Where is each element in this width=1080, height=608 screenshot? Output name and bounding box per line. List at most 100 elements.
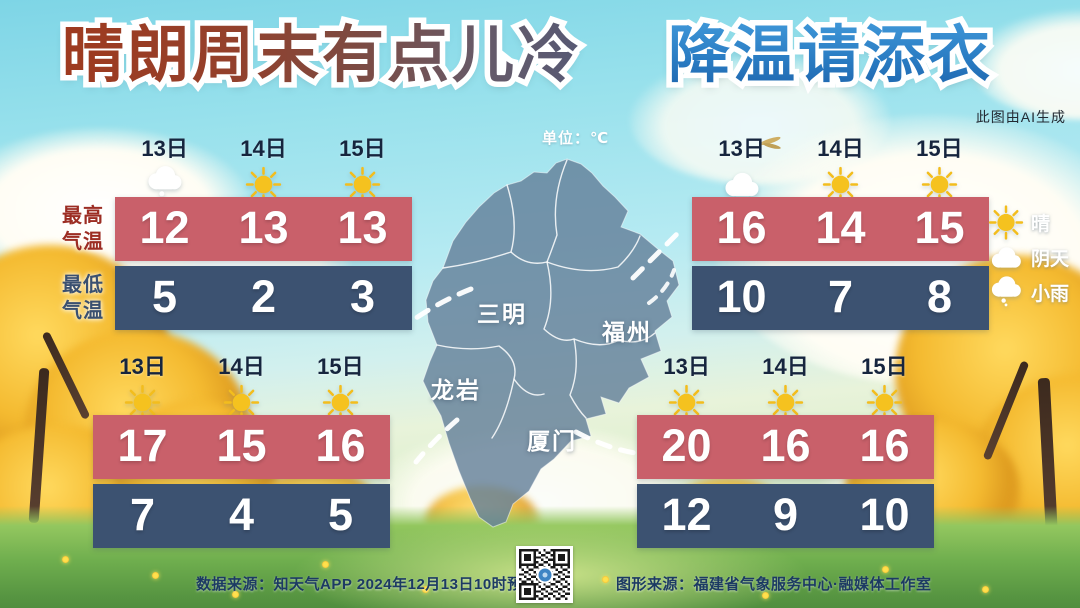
date-label: 15日 <box>861 354 908 379</box>
day-column: 15日 <box>890 131 989 204</box>
date-label: 13日 <box>119 354 166 379</box>
flower <box>882 566 889 573</box>
low-temp-value: 3 <box>349 271 376 322</box>
high-temp-bar: 20 16 16 <box>637 415 934 479</box>
date-label: 15日 <box>317 354 364 379</box>
high-temp-value: 12 <box>139 202 190 253</box>
flower <box>602 576 609 583</box>
high-temp-value: 13 <box>238 202 289 253</box>
low-temp-bar: 5 2 3 <box>115 266 412 330</box>
day-column: 14日 <box>791 131 890 204</box>
day-column: 15日 <box>313 131 412 204</box>
low-temp-value: 7 <box>827 271 854 322</box>
high-temp-value: 16 <box>716 202 767 253</box>
data-source-text: 数据来源：知天气APP 2024年12月13日10时预报 <box>196 576 539 593</box>
unit-label: 单位：℃ <box>542 130 610 147</box>
high-temp-bar: 12 13 13 <box>115 197 412 261</box>
flower <box>152 572 159 579</box>
low-temp-value: 7 <box>129 489 156 540</box>
low-temp-value: 5 <box>327 489 354 540</box>
title-cool-text: 降温请添衣 <box>668 21 994 90</box>
day-column: 13日 <box>692 131 791 204</box>
date-label: 14日 <box>240 136 287 161</box>
qr-code <box>516 546 573 603</box>
legend-row-overcast: 阴天 <box>988 240 1069 274</box>
day-column: 15日 <box>291 349 390 422</box>
low-temp-value: 5 <box>151 271 178 322</box>
legend-label: 阴天 <box>1031 248 1070 270</box>
day-column: 13日 <box>637 349 736 422</box>
day-column: 13日 <box>115 131 214 204</box>
legend-label: 小雨 <box>1031 283 1070 305</box>
low-temp-value: 4 <box>228 489 255 540</box>
high-temp-value: 14 <box>815 202 866 253</box>
city-label-fuzhou: 福州 <box>602 319 652 345</box>
rain-cloud-icon <box>988 274 1024 310</box>
high-temp-bar: 17 15 16 <box>93 415 390 479</box>
weather-icon <box>890 164 989 204</box>
forecast-block-fuzhou: 13日 14日 15日 16 14 15 10 7 8 <box>692 131 989 330</box>
flower <box>232 591 239 598</box>
city-label-sanming: 三明 <box>477 301 527 327</box>
weather-icon <box>835 382 934 422</box>
high-temp-value: 16 <box>760 420 811 471</box>
day-column: 14日 <box>214 131 313 204</box>
low-temp-value: 10 <box>859 489 910 540</box>
day-column: 13日 <box>93 349 192 422</box>
high-temp-value: 13 <box>337 202 388 253</box>
low-temp-value: 9 <box>772 489 799 540</box>
date-label: 13日 <box>141 136 188 161</box>
city-label-xiamen: 厦门 <box>527 428 577 454</box>
flower <box>422 586 429 593</box>
weather-icon <box>93 382 192 422</box>
high-temp-value: 15 <box>216 420 267 471</box>
weather-icon <box>736 382 835 422</box>
flower <box>982 586 989 593</box>
high-temp-value: 16 <box>315 420 366 471</box>
legend-row-sunny: 晴 <box>988 204 1069 241</box>
low-temp-bar: 10 7 8 <box>692 266 989 330</box>
qr-center-logo <box>536 566 553 583</box>
forecast-block-sanming: 13日 14日 15日 12 13 13 5 2 3 <box>115 131 412 330</box>
title-warm-outline: 晴朗周末有点儿冷 <box>56 16 584 95</box>
forecast-block-longyan: 13日 14日 15日 17 15 16 7 4 5 <box>93 349 390 548</box>
flower <box>322 561 329 568</box>
weather-legend: 晴 阴天 小雨 <box>988 204 1069 310</box>
flower <box>762 592 769 599</box>
weather-icon <box>791 164 890 204</box>
low-temp-bar: 12 9 10 <box>637 484 934 548</box>
title-cool-outline: 降温请添衣 <box>662 16 995 95</box>
low-temp-value: 10 <box>716 271 767 322</box>
date-label: 14日 <box>762 354 809 379</box>
legend-row-light-rain: 小雨 <box>988 275 1069 309</box>
low-temp-value: 12 <box>661 489 712 540</box>
high-temp-value: 15 <box>914 202 965 253</box>
city-label-longyan: 龙岩 <box>431 377 481 403</box>
date-label: 15日 <box>916 136 963 161</box>
low-temp-value: 2 <box>250 271 277 322</box>
ai-generated-note: 此图由AI生成 <box>975 109 1066 125</box>
day-column: 14日 <box>192 349 291 422</box>
high-temp-bar: 16 14 15 <box>692 197 989 261</box>
day-column: 14日 <box>736 349 835 422</box>
title-warm-text: 晴朗周末有点儿冷 <box>62 21 583 90</box>
date-label: 13日 <box>718 136 765 161</box>
sun-icon <box>988 204 1024 241</box>
low-temp-value: 8 <box>926 271 953 322</box>
date-label: 14日 <box>218 354 265 379</box>
forecast-block-xiamen: 13日 14日 15日 20 16 16 12 9 10 <box>637 349 934 548</box>
date-label: 13日 <box>663 354 710 379</box>
title-cool-part: 降温请添衣 降温请添衣 <box>662 16 995 95</box>
high-temp-value: 20 <box>661 420 712 471</box>
cloud-icon <box>988 244 1024 271</box>
weather-icon <box>115 164 214 204</box>
high-temp-label: 最高 气温 <box>62 205 104 253</box>
legend-label: 晴 <box>1031 213 1051 235</box>
weather-icon <box>692 164 791 204</box>
date-label: 15日 <box>339 136 386 161</box>
low-temp-label: 最低 气温 <box>62 274 104 322</box>
high-temp-value: 17 <box>117 420 168 471</box>
graphics-source-text: 图形来源：福建省气象服务中心·融媒体工作室 <box>616 576 932 593</box>
high-temp-value: 16 <box>859 420 910 471</box>
